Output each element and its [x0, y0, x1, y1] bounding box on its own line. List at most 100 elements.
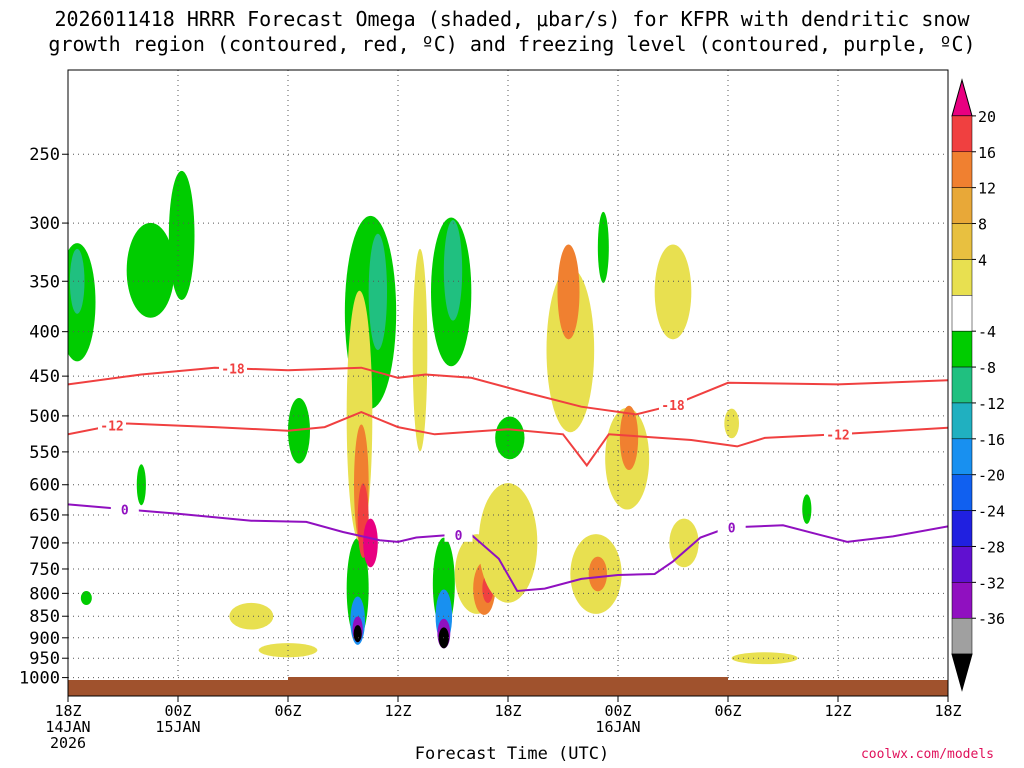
omega-area-green-9 [495, 416, 525, 460]
colorbar-swatch [951, 187, 973, 224]
colorbar-swatch [951, 330, 973, 368]
x-tick-label: 12Z [384, 702, 411, 720]
colorbar-label: -28 [978, 538, 1005, 556]
omega-area-orange-east2 [557, 244, 580, 340]
freezing-level-contour [68, 503, 948, 593]
svg-text:0: 0 [121, 503, 129, 518]
svg-text:-12: -12 [826, 428, 849, 443]
colorbar-swatch [951, 78, 973, 117]
colorbar-swatch [951, 295, 973, 332]
dgz-contour--18-0 [68, 366, 948, 416]
x-tick-label: 18Z [54, 702, 81, 720]
dgz-contour--12-1 [68, 411, 948, 468]
colorbar: 20 16 12 8 4 -4 -8 -12 -16 -20 -24 -28 -32 -36 [951, 78, 1005, 692]
x-tick-label: 14JAN [45, 718, 90, 736]
x-tick-label: 2026 [50, 734, 86, 752]
y-tick-label: 400 [29, 323, 60, 343]
freezing-label-1: 0 [717, 520, 746, 536]
omega-area-yellow-col1 [412, 248, 428, 452]
grid-lines [67, 70, 949, 696]
colorbar-swatch [951, 402, 973, 440]
colorbar-swatch [951, 366, 973, 404]
colorbar-swatch [951, 438, 973, 475]
chart-title-line1: 2026011418 HRRR Forecast Omega (shaded, … [54, 7, 970, 31]
y-tick-label: 450 [29, 367, 60, 387]
freezing-label-main: 0 [110, 502, 139, 518]
dgz-label-2: -12 [824, 427, 852, 443]
colorbar-swatch [951, 582, 973, 619]
y-tick-label: 300 [29, 214, 60, 234]
colorbar-swatch [951, 653, 973, 692]
omega-shading [68, 170, 812, 665]
colorbar-label: -32 [978, 574, 1005, 592]
omega-area-teal-west [69, 248, 85, 314]
svg-text:-18: -18 [221, 362, 245, 377]
colorbar-label: 4 [978, 251, 987, 269]
x-tick-label: 18Z [934, 702, 961, 720]
colorbar-label: 8 [978, 216, 987, 234]
x-tick-label: 00Z [164, 702, 191, 720]
y-tick-label: 650 [29, 506, 60, 526]
x-tick-label: 06Z [274, 702, 301, 720]
omega-area-green-10 [597, 211, 609, 283]
chart-title-line2: growth region (contoured, red, ºC) and f… [48, 32, 976, 56]
omega-area-green-2 [126, 222, 175, 318]
colorbar-swatch [951, 115, 973, 153]
colorbar-label: -8 [978, 359, 996, 377]
colorbar-label: 20 [978, 108, 996, 126]
colorbar-swatch [951, 259, 973, 296]
omega-area-yellow-east6 [669, 518, 699, 568]
credit-text: coolwx.com/models [860, 747, 994, 762]
omega-area-orange-east4 [588, 556, 607, 592]
svg-text:-12: -12 [100, 420, 123, 435]
omega-area-green-11 [802, 494, 812, 524]
colorbar-label: -4 [978, 323, 996, 341]
dgz-label-0: -18 [219, 361, 247, 377]
y-tick-label: 250 [29, 145, 60, 165]
omega-area-teal-8 [443, 220, 463, 321]
x-tick-label: 16JAN [595, 718, 640, 736]
y-tick-label: 600 [29, 476, 60, 496]
x-tick-label: 06Z [714, 702, 741, 720]
omega-area-green-4 [136, 464, 146, 506]
colorbar-label: -24 [978, 503, 1005, 521]
y-tick-label: 350 [29, 272, 60, 292]
omega-area-teal-7 [368, 233, 388, 351]
omega-area-magenta-core [363, 518, 378, 568]
colorbar-swatch [951, 151, 973, 188]
omega-area-green-5 [80, 591, 92, 606]
y-tick-label: 1000 [19, 669, 60, 689]
y-tick-label: 850 [29, 607, 60, 627]
x-axis-title: Forecast Time (UTC) [414, 744, 610, 764]
svg-text:0: 0 [728, 521, 736, 536]
freezing-label-0: 0 [444, 527, 473, 544]
omega-area-yellow-sw1 [229, 602, 274, 630]
dgz-label-3: -18 [659, 398, 687, 414]
colorbar-label: 16 [978, 144, 996, 162]
omega-area-yellow-se2 [724, 408, 740, 439]
ground-terrain [68, 677, 948, 696]
svg-text:-18: -18 [661, 399, 685, 414]
x-tick-label: 12Z [824, 702, 851, 720]
y-tick-label: 900 [29, 629, 60, 649]
y-tick-label: 800 [29, 584, 60, 604]
colorbar-label: -20 [978, 467, 1005, 485]
colorbar-label: -36 [978, 610, 1005, 628]
omega-area-yellow-se1 [731, 652, 798, 665]
y-tick-label: 750 [29, 560, 60, 580]
x-tick-label: 00Z [604, 702, 631, 720]
y-tick-label: 950 [29, 649, 60, 669]
omega-area-yellow-east5 [654, 244, 692, 340]
colorbar-swatch [951, 546, 973, 583]
axes: 2503003504004505005506006507007508008509… [19, 145, 962, 752]
omega-area-black-12 [353, 625, 362, 643]
colorbar-swatch [951, 510, 973, 547]
x-tick-label: 15JAN [155, 718, 200, 736]
omega-area-green-6 [288, 397, 310, 464]
ground-bump [288, 677, 728, 681]
svg-text:0: 0 [455, 529, 463, 544]
temperature-contours: -18 -12 -12 -18 0 0 0 [68, 361, 948, 593]
y-tick-label: 700 [29, 534, 60, 554]
colorbar-swatch [951, 223, 973, 260]
dgz-label-1: -12 [98, 418, 126, 435]
